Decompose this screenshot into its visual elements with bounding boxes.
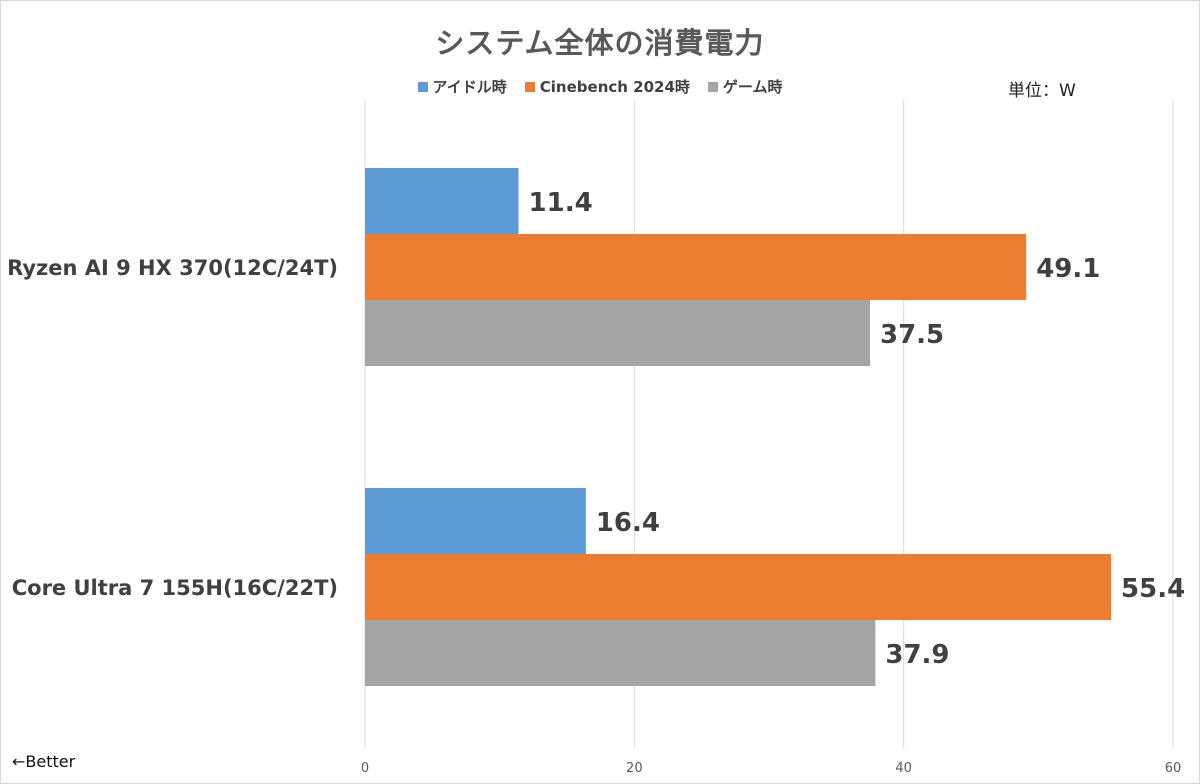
legend-swatch-cinebench: [524, 81, 535, 92]
data-label-0-2: 37.5: [880, 320, 944, 350]
legend-item-idle: アイドル時: [417, 76, 507, 97]
legend-label-game: ゲーム時: [722, 78, 783, 96]
data-label-1-1: 55.4: [1121, 574, 1185, 604]
legend-label-cinebench: Cinebench 2024時: [539, 78, 690, 96]
bar-0-0: [365, 168, 519, 234]
unit-note: 単位：W: [1008, 81, 1076, 101]
bar-1-1: [365, 554, 1112, 620]
bar-1-0: [365, 488, 586, 554]
legend-swatch-idle: [417, 81, 428, 92]
better-note: ←Better: [12, 752, 76, 771]
data-label-1-2: 37.9: [885, 640, 949, 670]
data-label-0-0: 11.4: [529, 188, 593, 218]
x-tick-label-40: 40: [895, 761, 912, 776]
category-label-0: Ryzen AI 9 HX 370(12C/24T): [7, 256, 338, 280]
legend-swatch-game: [707, 81, 718, 92]
data-label-0-1: 49.1: [1036, 254, 1100, 284]
legend-item-game: ゲーム時: [707, 76, 783, 97]
x-tick-label-0: 0: [361, 761, 369, 776]
category-label-1: Core Ultra 7 155H(16C/22T): [12, 576, 338, 600]
bar-0-2: [365, 300, 870, 366]
x-tick-label-20: 20: [626, 761, 643, 776]
legend-item-cinebench: Cinebench 2024時: [524, 76, 690, 97]
bar-0-1: [365, 234, 1027, 300]
legend-label-idle: アイドル時: [432, 78, 507, 96]
bar-1-2: [365, 620, 876, 686]
legend: アイドル時 Cinebench 2024時 ゲーム時: [0, 76, 1200, 97]
chart-title: システム全体の消費電力: [435, 26, 765, 60]
x-tick-label-60: 60: [1165, 761, 1182, 776]
data-label-1-0: 16.4: [596, 508, 660, 538]
